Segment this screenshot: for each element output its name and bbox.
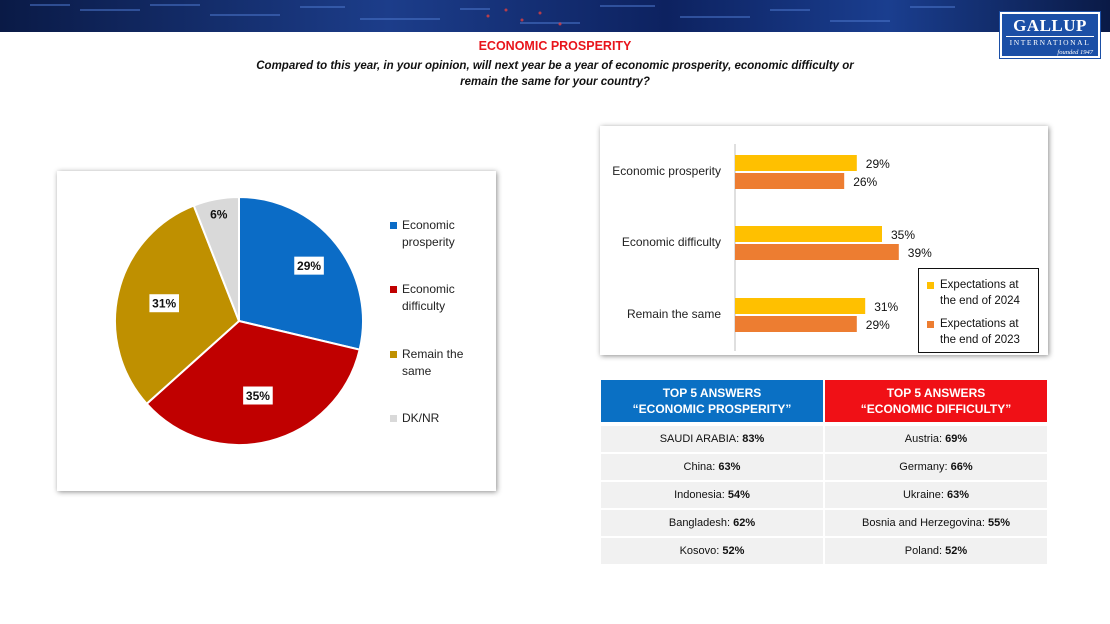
logo-subtitle: INTERNATIONAL: [1006, 36, 1094, 48]
bar-legend-item: Expectations at the end of 2024: [927, 277, 1037, 309]
table-row: Austria: 69%: [825, 426, 1047, 452]
pie-legend-item: Economic prosperity: [390, 217, 490, 251]
table-row: Indonesia: 54%: [601, 482, 823, 508]
row-value: 83%: [742, 433, 765, 445]
row-country: Germany:: [899, 461, 948, 473]
pie-legend-item: DK/NR: [390, 410, 490, 427]
bar-legend-item: Expectations at the end of 2023: [927, 316, 1037, 348]
page-title: ECONOMIC PROSPERITY: [478, 39, 632, 53]
legend-label-line2: same: [402, 364, 432, 378]
row-value: 52%: [945, 545, 968, 557]
legend-swatch: [390, 351, 397, 358]
survey-question: Compared to this year, in your opinion, …: [256, 60, 854, 88]
category-label: Economic difficulty: [622, 235, 721, 249]
row-country: China:: [683, 461, 716, 473]
table-row: China: 63%: [601, 454, 823, 480]
legend-swatch: [390, 286, 397, 293]
row-country: Bosnia and Herzegovina:: [861, 517, 985, 529]
top5-difficulty-table: TOP 5 ANSWERS “ECONOMIC DIFFICULTY” Aust…: [825, 380, 1047, 564]
table-row: Bangladesh: 62%: [601, 510, 823, 536]
table-row: Germany: 66%: [825, 454, 1047, 480]
row-country: Poland:: [904, 545, 943, 557]
row-country: Austria:: [904, 433, 943, 445]
legend-label-line2: prosperity: [402, 235, 455, 249]
row-value: 52%: [722, 545, 745, 557]
row-value: 62%: [733, 517, 756, 529]
bar: [735, 226, 882, 242]
pie-slice: [145, 319, 361, 446]
pie-legend-item: Economic difficulty: [390, 281, 490, 315]
logo-founded: founded 1947: [1057, 49, 1093, 56]
header-band-pattern: [30, 4, 955, 26]
legend-swatch: [390, 415, 397, 422]
legend-label-line1: Remain the: [402, 347, 464, 361]
table-header: TOP 5 ANSWERS “ECONOMIC PROSPERITY”: [601, 380, 823, 422]
pie-data-label: 29%: [297, 259, 321, 273]
bar-data-label: 39%: [908, 246, 932, 260]
bar-data-label: 26%: [853, 175, 877, 189]
table-row: Bosnia and Herzegovina: 55%: [825, 510, 1047, 536]
legend-label-line1: Economic: [402, 282, 455, 296]
category-label: Remain the same: [627, 307, 721, 321]
table-row: SAUDI ARABIA: 83%: [601, 426, 823, 452]
bar-legend: Expectations at the end of 2024 Expectat…: [918, 268, 1039, 353]
bar-data-label: 35%: [891, 228, 915, 242]
pie-slice: [192, 195, 240, 322]
row-value: 66%: [950, 461, 973, 473]
pie-data-label: 6%: [210, 207, 228, 221]
data-label-background: [294, 256, 324, 275]
legend-swatch: [390, 222, 397, 229]
legend-label-line1: DK/NR: [402, 411, 440, 425]
pie-data-label: 31%: [152, 297, 176, 311]
data-label-background: [243, 386, 273, 405]
row-country: Indonesia:: [674, 489, 725, 501]
row-value: 69%: [945, 433, 968, 445]
gallup-logo: GALLUP INTERNATIONAL founded 1947: [999, 11, 1101, 59]
bar-chart: Economic prosperity 29% 26% Economic diffic…: [612, 144, 932, 351]
pie-chart-card: 29% 35% 31% 6% Economic prosperity Economic…: [57, 171, 496, 491]
legend-label-line2: difficulty: [402, 299, 446, 313]
bar: [735, 155, 857, 171]
bar: [735, 316, 857, 332]
table-row: Kosovo: 52%: [601, 538, 823, 564]
bar-data-label: 29%: [866, 318, 890, 332]
table-header-line2: “ECONOMIC PROSPERITY”: [632, 402, 792, 416]
row-value: 55%: [987, 517, 1010, 529]
logo-wordmark: GALLUP: [1013, 16, 1087, 35]
row-value: 63%: [947, 489, 970, 501]
legend-label-line2: the end of 2023: [940, 334, 1020, 346]
legend-label-line1: Expectations at: [940, 279, 1019, 291]
table-row: Poland: 52%: [825, 538, 1047, 564]
row-country: Kosovo:: [679, 545, 720, 557]
legend-swatch: [927, 321, 934, 328]
bar: [735, 173, 845, 189]
row-value: 63%: [718, 461, 741, 473]
table-header-line2: “ECONOMIC DIFFICULTY”: [860, 402, 1012, 416]
legend-label-line2: the end of 2024: [940, 295, 1020, 307]
row-country: Bangladesh:: [668, 517, 731, 529]
bar: [735, 244, 899, 260]
bar: [735, 298, 866, 314]
row-value: 54%: [727, 489, 750, 501]
header-band: [0, 0, 1110, 32]
row-country: Ukraine:: [902, 489, 944, 501]
data-label-background: [149, 294, 180, 313]
table-row: Ukraine: 63%: [825, 482, 1047, 508]
top5-prosperity-table: TOP 5 ANSWERS “ECONOMIC PROSPERITY” SAUD…: [601, 380, 823, 564]
table-header-line1: TOP 5 ANSWERS: [662, 386, 762, 400]
bar-data-label: 31%: [874, 300, 898, 314]
legend-label-line1: Economic: [402, 218, 455, 232]
table-header: TOP 5 ANSWERS “ECONOMIC DIFFICULTY”: [825, 380, 1047, 422]
row-country: SAUDI ARABIA:: [659, 433, 740, 445]
legend-swatch: [927, 282, 934, 289]
category-label: Economic prosperity: [612, 164, 721, 178]
table-header-line1: TOP 5 ANSWERS: [886, 386, 986, 400]
bar-data-label: 29%: [866, 157, 890, 171]
pie-chart: 29% 35% 31% 6%: [114, 195, 364, 446]
legend-label-line1: Expectations at: [940, 318, 1019, 330]
pie-legend-item: Remain the same: [390, 346, 490, 380]
pie-data-label: 35%: [246, 389, 270, 403]
bar-chart-card: Economic prosperity 29% 26% Economic diffic…: [600, 126, 1048, 355]
